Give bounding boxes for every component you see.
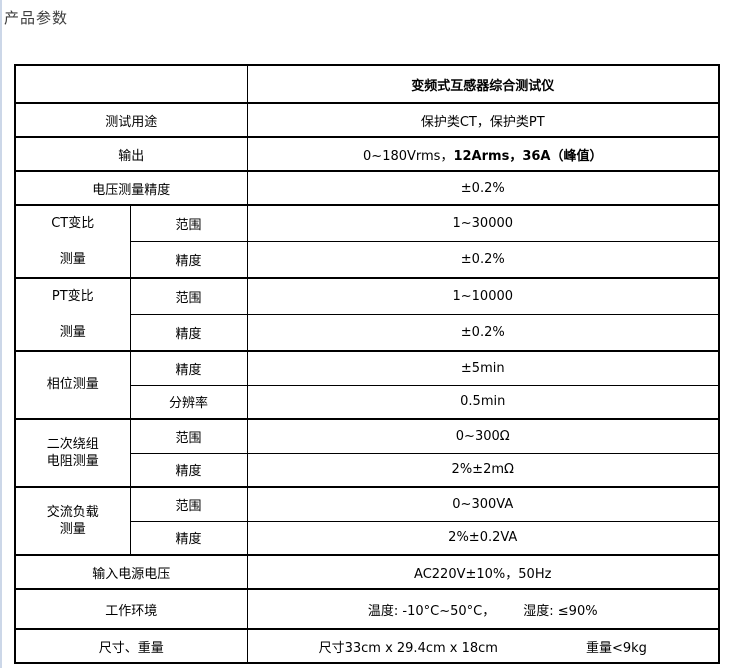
group-label-winding-resistance: 二次绕组 电阻测量 (14, 418, 131, 488)
group-label-line: 测量 (59, 324, 86, 340)
table-row-environment: 工作环境 温度: -10°C~50°C， 湿度: ≤90% (14, 588, 720, 630)
group-label-line: 测量 (59, 522, 86, 538)
spec-value: 0~300VA (246, 486, 720, 522)
spec-value: ±0.2% (246, 314, 720, 352)
header-empty-cell (14, 64, 248, 104)
product-name: 变频式互感器综合测试仪 (246, 64, 720, 104)
table-row-ct-ratio-range: CT变比 测量 范围 1~30000 (14, 203, 720, 279)
table-row-input-power: 输入电源电压 AC220V±10%，50Hz (14, 554, 720, 590)
spec-label: 测试用途 (14, 102, 248, 138)
environment-temperature: 温度: -10°C~50°C， (367, 603, 496, 619)
group-label-line: CT变比 (51, 216, 95, 231)
size-value: 尺寸33cm x 29.4cm x 18cm (318, 640, 498, 656)
page-title: 产品参数 (4, 9, 69, 27)
group-label-line: 电阻测量 (46, 454, 99, 470)
product-spec-table: 变频式互感器综合测试仪 测试用途 保护类CT，保护类PT 输出 0~180Vrm… (14, 64, 720, 665)
sub-label: 精度 (129, 241, 248, 279)
spec-value: 1~30000 (246, 204, 720, 243)
group-label-pt-ratio: PT变比 测量 (14, 277, 131, 352)
spec-value: 尺寸33cm x 29.4cm x 18cm 重量<9kg (246, 628, 720, 664)
spec-value: ±0.2% (246, 241, 720, 279)
table-row-voltage-accuracy: 电压测量精度 ±0.2% (14, 170, 720, 206)
spec-value: 0~300Ω (246, 418, 720, 454)
group-label-line: 交流负载 (46, 504, 99, 520)
spec-value: 0~180Vrms，12Arms，36A（峰值） (246, 136, 720, 172)
environment-humidity: 湿度: ≤90% (523, 603, 598, 619)
sub-label: 精度 (129, 520, 248, 556)
spec-value: ±5min (246, 350, 720, 386)
group-label-phase: 相位测量 (14, 350, 131, 420)
table-row-output: 输出 0~180Vrms，12Arms，36A（峰值） (14, 136, 720, 172)
sub-label: 范围 (129, 204, 248, 243)
output-value-bold: 12Arms，36A（峰值） (453, 148, 603, 164)
table-row-ac-burden-accuracy: 精度 2%±0.2VA (15, 520, 720, 556)
table-row-ct-ratio-accuracy: 精度 ±0.2% (15, 241, 720, 279)
group-label-ac-burden: 交流负载 测量 (14, 486, 131, 556)
sub-label: 范围 (129, 486, 248, 522)
output-value-regular: 0~180Vrms， (363, 148, 454, 164)
spec-label: 电压测量精度 (14, 170, 248, 206)
weight-value: 重量<9kg (585, 640, 647, 656)
sub-label: 范围 (129, 418, 248, 454)
sub-label: 范围 (129, 277, 248, 316)
group-label-line: 相位测量 (46, 377, 99, 393)
sub-label: 精度 (129, 350, 248, 386)
table-row-test-purpose: 测试用途 保护类CT，保护类PT (14, 102, 720, 138)
table-row-winding-resistance-range: 二次绕组 电阻测量 范围 0~300Ω (14, 418, 720, 488)
table-row-phase-accuracy: 相位测量 精度 ±5min (14, 350, 720, 420)
group-label-line: 测量 (59, 251, 86, 267)
group-label-ct-ratio: CT变比 测量 (14, 203, 131, 279)
table-row-winding-resistance-accuracy: 精度 2%±2mΩ (15, 452, 720, 488)
table-row-phase-resolution: 分辨率 0.5min (15, 384, 720, 420)
spec-value: 保护类CT，保护类PT (246, 102, 720, 138)
sub-label: 精度 (129, 314, 248, 352)
spec-value: ±0.2% (246, 170, 720, 206)
spec-value: 1~10000 (246, 277, 720, 316)
table-row-pt-ratio-accuracy: 精度 ±0.2% (15, 314, 720, 352)
spec-value: AC220V±10%，50Hz (246, 554, 720, 590)
spec-label: 尺寸、重量 (14, 628, 248, 664)
spec-label: 输入电源电压 (14, 554, 248, 590)
table-row-ac-burden-range: 交流负载 测量 范围 0~300VA (14, 486, 720, 556)
table-row-size-weight: 尺寸、重量 尺寸33cm x 29.4cm x 18cm 重量<9kg (14, 628, 720, 664)
spec-value: 温度: -10°C~50°C， 湿度: ≤90% (246, 588, 720, 630)
table-row-pt-ratio-range: PT变比 测量 范围 1~10000 (14, 277, 720, 352)
group-label-line: PT变比 (51, 289, 94, 305)
group-label-line: 二次绕组 (46, 436, 99, 452)
spec-value: 2%±2mΩ (246, 452, 720, 488)
spec-label: 输出 (14, 136, 248, 172)
left-edge-line (0, 0, 2, 668)
sub-label: 精度 (129, 452, 248, 488)
spec-value: 2%±0.2VA (246, 520, 720, 556)
spec-label: 工作环境 (14, 588, 248, 630)
sub-label: 分辨率 (129, 384, 248, 420)
table-header-row: 变频式互感器综合测试仪 (14, 64, 720, 104)
spec-value: 0.5min (246, 384, 720, 420)
